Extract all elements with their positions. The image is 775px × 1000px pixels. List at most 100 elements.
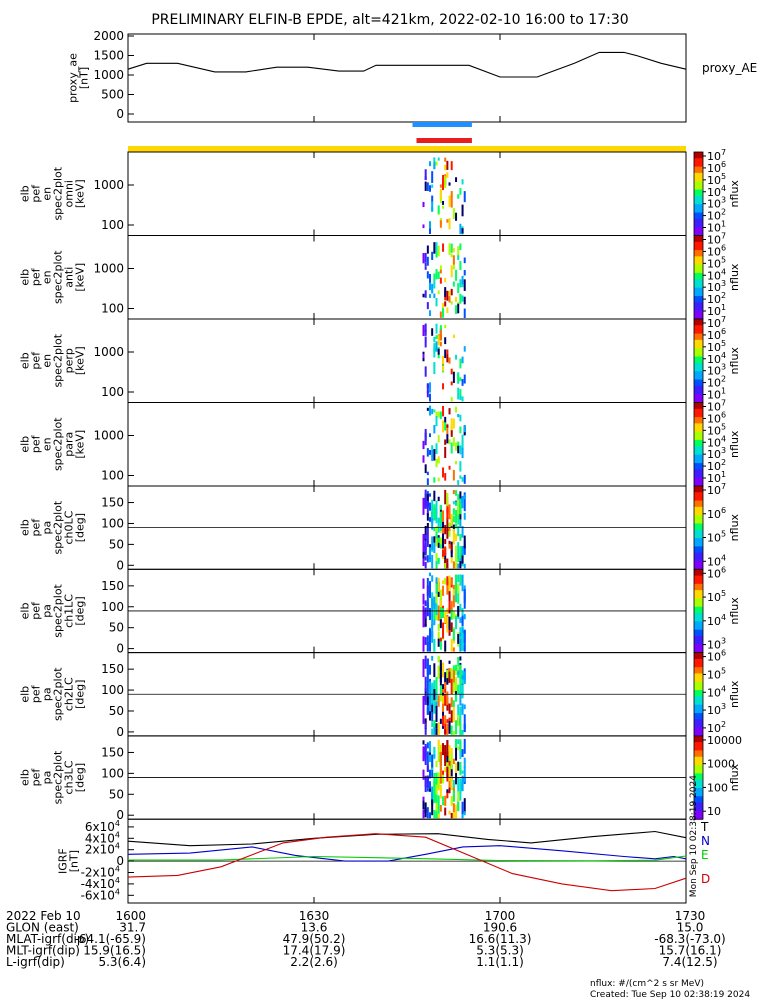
y-tick-label: 1500 [93,49,124,63]
y-axis-label-line: [deg] [74,680,87,709]
spectrogram-pixel [437,205,440,214]
spectrogram-pixel [450,678,453,695]
spectrogram-pixel [437,631,440,642]
colorbar-segment [694,298,703,301]
colorbar-segment [694,423,703,426]
colorbar-segment [694,808,703,812]
colorbar-tick-exponent: 1 [721,220,726,229]
y-axis-label-line: [deg] [74,596,87,625]
y-axis-label-line: [keV] [74,346,87,375]
colorbar-segment [694,540,703,543]
colorbar-segment [694,502,703,506]
spectrogram-pixel [461,396,464,402]
spectrogram-pixel [444,277,447,283]
spectrogram-pixel [442,366,445,372]
spectrogram-pixel [461,545,464,556]
spectrogram-pixel [433,449,436,461]
spectrogram-pixel [442,420,445,433]
colorbar-segment [694,166,703,170]
spectrogram-pixel [431,201,434,212]
colorbar-segment [694,513,703,516]
orbit-bars [128,122,686,152]
spectrogram-pixel [450,748,453,754]
colorbar-segment [694,202,703,205]
colorbar-tick-label: 1000 [707,758,735,771]
spectrogram-pixel [455,524,458,529]
colorbar-segment [694,241,703,245]
colorbar-segment [694,663,703,666]
spectrogram-pixel [457,671,460,675]
spectrogram-pixel [424,693,427,705]
colorbar-segment [694,252,703,255]
footer-row-value: -64.1(-65.9) [75,932,146,946]
spectrogram-pixel [433,602,436,617]
colorbar-segment [694,250,703,253]
colorbar-segment [694,404,703,408]
y-tick-label: 100 [101,683,124,697]
spectrogram-pixel [461,526,464,538]
spectrogram-pixel [450,301,453,305]
colorbar-segment [694,371,703,374]
spectrogram-pixel [461,749,464,757]
spectrogram-pixel [422,800,425,810]
spectrogram-pixel [435,697,438,705]
colorbar-segment [694,783,703,787]
colorbar-segment [694,754,703,758]
colorbar-segment [694,742,703,745]
spectrogram-pixel [463,270,466,276]
y-axis-label-line: para [63,432,76,457]
spectrogram-pixel [461,644,464,651]
spectrogram-pixel [435,443,438,455]
spectrogram-pixel [431,408,434,415]
spectrogram-pixel [448,357,451,364]
spectrogram-pixel [431,554,434,569]
colorbar-segment [694,154,703,157]
spectrogram-pixel [429,310,432,317]
spectrogram-pixel [461,179,464,185]
spectrogram-pixel [429,642,432,652]
colorbar-segment [694,677,703,681]
y-axis-label-line: pef [30,184,43,203]
spectrogram-pixel [448,525,451,531]
spectrogram-pixel [435,268,438,280]
spectrogram-pixel [439,659,442,666]
spectrogram-pixel [424,637,427,645]
colorbar-segment [694,477,703,481]
spectrogram-pixel [461,801,464,814]
spectrogram-pixel [422,662,425,678]
spectrogram-pixel [463,374,466,384]
colorbar-segment [694,640,703,643]
spectrogram-pixel [463,723,466,733]
colorbar-segment [694,293,703,297]
colorbar-segment [694,510,703,514]
spectrogram-pixel [455,747,458,761]
colorbar-tick-exponent: 6 [721,327,726,336]
science-zone-bar-red [416,138,472,143]
spectrogram-pixel [433,536,436,543]
colorbar-segment [694,415,703,418]
spectrogram-pixel [446,791,449,799]
spectrogram-pixel [422,636,425,652]
spectrogram-pixel [426,742,429,749]
colorbar-tick-exponent: 1 [721,470,726,479]
colorbar-tick-exponent: 4 [721,351,726,360]
spectrogram-pixel [429,711,432,716]
spectrogram-pixel [429,781,432,789]
spectrogram-pixel [435,538,438,547]
y-tick-exponent: 4 [115,887,120,896]
spectrogram-pixel [422,659,425,666]
colorbar-segment [694,170,703,174]
spectrogram-pixel [457,791,460,802]
y-axis-label-line: [nT] [78,67,91,89]
spectrogram-pixel [442,200,445,205]
colorbar-segment [694,379,703,383]
spectrogram-pixel [450,600,453,610]
colorbar-tick-exponent: 3 [721,446,726,455]
spectrogram-pixel [433,720,436,728]
colorbar-segment [694,266,703,270]
colorbar-segment [694,437,703,441]
spectrogram-pixel [455,509,458,524]
spectrogram-pixel [442,308,445,318]
legend-igrf-E: E [701,848,709,862]
spectrogram-pixel [448,594,451,599]
